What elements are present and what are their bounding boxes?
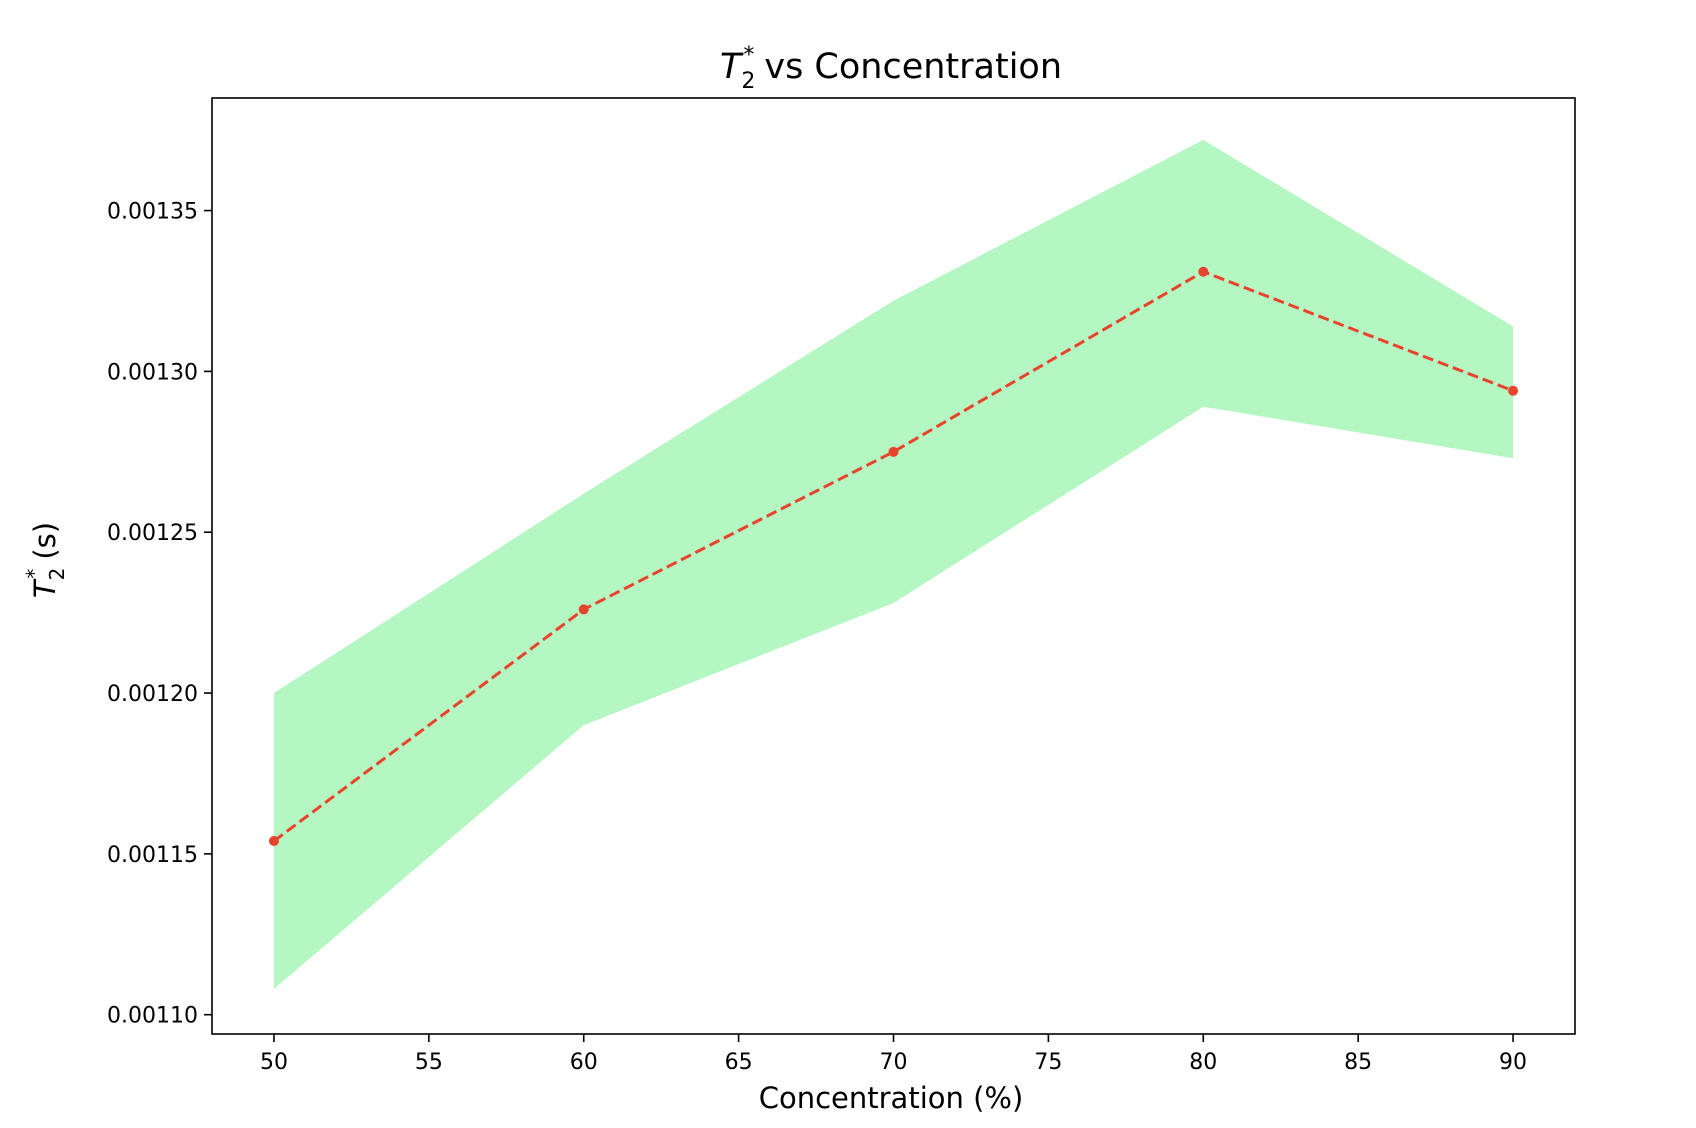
title-symbol: T [720,47,744,87]
confidence-band [273,139,1514,989]
x-tick-label: 70 [880,1050,908,1075]
x-axis: 50 55 60 65 70 75 80 85 90 [260,1034,1527,1075]
data-point [1198,266,1209,277]
x-tick-label: 75 [1034,1050,1062,1075]
ylabel-subscript: 2 [45,568,69,581]
series-markers [268,266,1519,847]
y-axis-label: T2* (s) [22,522,69,598]
data-point [578,604,589,615]
x-tick-label: 60 [570,1050,598,1075]
title-suffix: vs Concentration [764,47,1062,87]
y-tick-label: 0.00130 [107,360,198,385]
x-tick-label: 65 [725,1050,753,1075]
x-axis-label: Concentration (%) [759,1081,1024,1115]
y-tick-label: 0.00125 [107,521,198,546]
y-axis: 0.00110 0.00115 0.00120 0.00125 0.00130 0.001… [107,200,212,1029]
data-point [268,836,279,847]
ylabel-symbol: T [28,578,62,598]
x-tick-label: 85 [1344,1050,1372,1075]
x-tick-label: 50 [260,1050,288,1075]
title-superscript: * [743,43,754,68]
data-point [1508,385,1519,396]
title-subscript: 2 [741,69,755,94]
plot-area [268,139,1519,989]
x-tick-label: 90 [1499,1050,1527,1075]
y-tick-label: 0.00115 [107,843,198,868]
ylabel-superscript: * [22,569,46,579]
x-tick-label: 55 [415,1050,443,1075]
y-tick-label: 0.00135 [107,200,198,225]
ylabel-suffix: (s) [28,522,62,560]
chart-title: T2* vs Concentration [720,43,1062,94]
y-tick-label: 0.00120 [107,682,198,707]
y-tick-label: 0.00110 [107,1004,198,1029]
x-tick-label: 80 [1189,1050,1217,1075]
data-point [888,446,899,457]
series-line [273,270,1514,843]
